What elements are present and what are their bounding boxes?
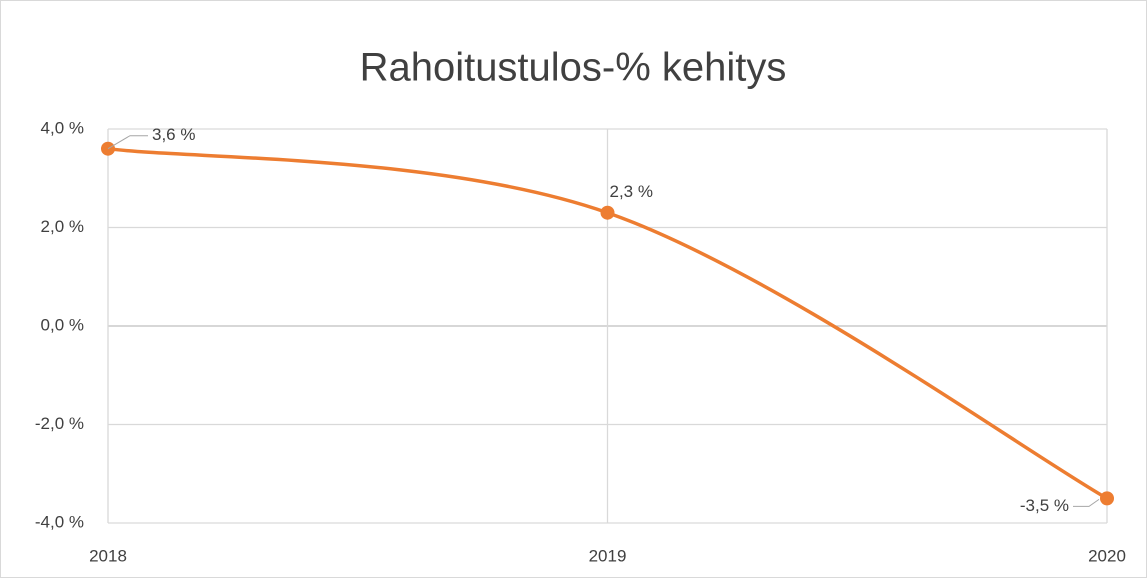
y-tick-label: 2,0 % bbox=[41, 217, 84, 236]
y-tick-label: 4,0 % bbox=[41, 118, 84, 137]
x-tick-label: 2018 bbox=[89, 546, 127, 565]
point bbox=[1100, 491, 1114, 506]
data-label: 2,3 % bbox=[610, 182, 653, 201]
y-tick-label: 0,0 % bbox=[41, 315, 84, 334]
leader-line bbox=[1073, 498, 1100, 507]
x-tick-label: 2019 bbox=[589, 546, 627, 565]
y-tick-label: -2,0 % bbox=[35, 414, 84, 433]
data-label: 3,6 % bbox=[152, 125, 195, 144]
leader-line bbox=[107, 135, 148, 150]
chart-title: Rahoitustulos-% kehitys bbox=[360, 46, 787, 90]
data-label: -3,5 % bbox=[1020, 496, 1069, 515]
point bbox=[600, 205, 615, 220]
x-tick-label: 2020 bbox=[1088, 546, 1126, 565]
y-tick-label: -4,0 % bbox=[35, 512, 84, 531]
